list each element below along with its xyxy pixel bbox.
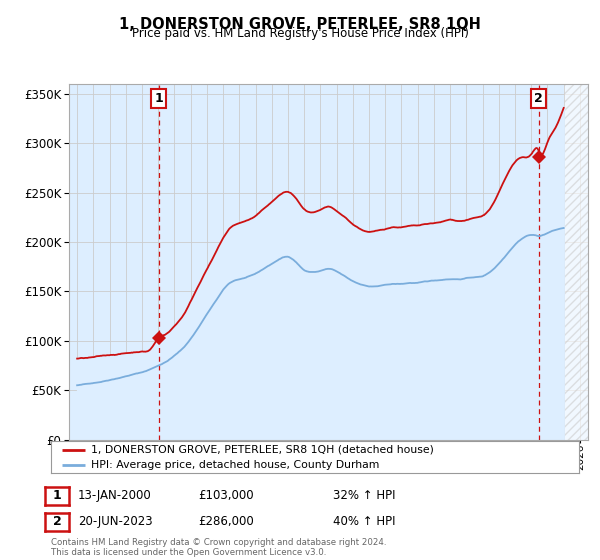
Text: 13-JAN-2000: 13-JAN-2000 bbox=[78, 489, 152, 502]
Text: 20-JUN-2023: 20-JUN-2023 bbox=[78, 515, 152, 529]
Text: 2: 2 bbox=[53, 515, 61, 529]
Text: Price paid vs. HM Land Registry's House Price Index (HPI): Price paid vs. HM Land Registry's House … bbox=[131, 27, 469, 40]
Text: Contains HM Land Registry data © Crown copyright and database right 2024.
This d: Contains HM Land Registry data © Crown c… bbox=[51, 538, 386, 557]
Text: £103,000: £103,000 bbox=[198, 489, 254, 502]
Text: 40% ↑ HPI: 40% ↑ HPI bbox=[333, 515, 395, 529]
Text: 1: 1 bbox=[53, 489, 61, 502]
Text: 1: 1 bbox=[154, 92, 163, 105]
Bar bbox=[563, 84, 588, 440]
Text: 1, DONERSTON GROVE, PETERLEE, SR8 1QH (detached house): 1, DONERSTON GROVE, PETERLEE, SR8 1QH (d… bbox=[91, 445, 433, 455]
Text: 32% ↑ HPI: 32% ↑ HPI bbox=[333, 489, 395, 502]
Text: £286,000: £286,000 bbox=[198, 515, 254, 529]
Text: 1, DONERSTON GROVE, PETERLEE, SR8 1QH: 1, DONERSTON GROVE, PETERLEE, SR8 1QH bbox=[119, 17, 481, 32]
Text: HPI: Average price, detached house, County Durham: HPI: Average price, detached house, Coun… bbox=[91, 460, 379, 470]
Text: 2: 2 bbox=[535, 92, 543, 105]
